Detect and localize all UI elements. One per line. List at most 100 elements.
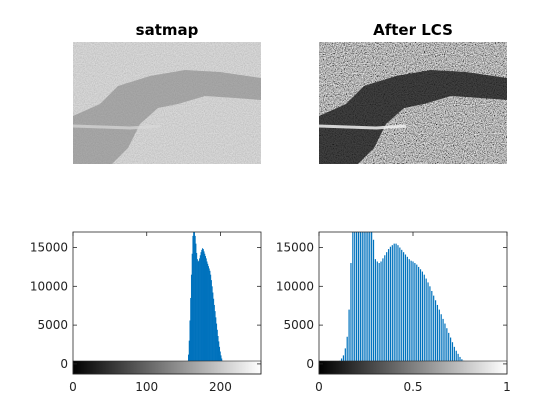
- histogram-after-lcs-x-ticks: 0 0.5 1: [315, 232, 511, 394]
- histogram-bar: [356, 232, 358, 364]
- histogram-after-lcs-axes: 0 5000 10000 15000 0 0.5 1: [276, 231, 511, 394]
- histogram-bar: [195, 243, 197, 364]
- y-tick-label: 5000: [283, 318, 314, 332]
- histogram-bar: [410, 260, 412, 364]
- histogram-bar: [198, 260, 200, 364]
- histogram-bar: [371, 232, 373, 364]
- histogram-bar: [386, 252, 388, 364]
- histogram-bar: [429, 286, 431, 364]
- histogram-bar: [199, 258, 201, 364]
- histogram-bar: [369, 232, 371, 364]
- histogram-bar: [342, 355, 345, 364]
- histogram-original-x-ticks: 0 100 200: [69, 232, 232, 394]
- histogram-bar: [442, 318, 444, 364]
- y-tick-label: 15000: [30, 241, 68, 255]
- histogram-bar: [202, 248, 204, 364]
- satmap-image: [73, 42, 261, 164]
- histogram-bar: [374, 259, 376, 364]
- histogram-bar: [418, 266, 420, 364]
- histogram-bar: [204, 256, 207, 364]
- histogram-bar: [453, 346, 455, 364]
- histogram-bar: [217, 335, 219, 364]
- histogram-bar: [397, 245, 399, 364]
- histogram-bar: [350, 263, 352, 364]
- histogram-bar: [393, 243, 395, 364]
- x-tick-label: 0: [315, 380, 323, 394]
- histogram-bar: [416, 264, 418, 364]
- histogram-bar: [216, 323, 218, 364]
- histogram-bar: [209, 270, 211, 364]
- y-tick-label: 10000: [276, 279, 314, 293]
- histogram-bar: [197, 261, 199, 364]
- histogram-bar: [202, 249, 204, 364]
- histogram-bar: [363, 232, 365, 364]
- histogram-bar: [455, 350, 457, 364]
- histogram-bar: [406, 256, 408, 364]
- y-tick-label: 0: [306, 357, 314, 371]
- histogram-bar: [408, 259, 410, 364]
- histogram-bar: [450, 337, 452, 364]
- panel-title-satmap: satmap: [136, 21, 199, 39]
- histogram-after-lcs-y-ticks: 0 5000 10000 15000: [276, 241, 507, 371]
- x-tick-label: 0.5: [403, 380, 422, 394]
- histogram-bar: [206, 261, 208, 364]
- histogram-bar: [446, 328, 448, 364]
- histogram-bar: [214, 311, 216, 364]
- histogram-bar: [194, 235, 196, 364]
- histogram-after-lcs-bars: [337, 232, 476, 364]
- histogram-bar: [421, 271, 423, 364]
- histogram-bar: [389, 246, 392, 364]
- histogram-bar: [218, 341, 220, 364]
- histogram-bar: [434, 300, 437, 364]
- histogram-bar: [219, 351, 221, 364]
- histogram-bar: [210, 274, 212, 364]
- histogram-bar: [208, 268, 210, 364]
- histogram-bar: [192, 235, 194, 364]
- histogram-bar: [196, 252, 198, 364]
- panel-original-image: satmap: [73, 21, 261, 164]
- histogram-bar: [346, 336, 348, 364]
- histogram-bar: [401, 249, 403, 364]
- histogram-bar: [380, 261, 382, 364]
- histogram-bar: [188, 340, 190, 364]
- histogram-bar: [207, 266, 209, 364]
- histogram-bar: [215, 317, 217, 364]
- histogram-bar: [399, 247, 401, 364]
- histogram-bar: [365, 232, 367, 364]
- histogram-bar: [403, 252, 405, 364]
- histogram-bar: [444, 323, 446, 364]
- x-tick-label: 0: [69, 380, 77, 394]
- histogram-bar: [190, 274, 192, 364]
- histogram-bar: [211, 286, 213, 364]
- histogram-bar: [372, 239, 375, 364]
- histogram-bar: [457, 353, 459, 364]
- histogram-original-colorbar: [72, 360, 262, 375]
- histogram-bar: [419, 269, 422, 364]
- panel-lcs-image: After LCS: [319, 21, 507, 164]
- histogram-original-axes: 0 5000 10000 15000 0 100 200: [30, 231, 262, 394]
- histogram-bar: [201, 249, 203, 364]
- histogram-bar: [213, 298, 215, 364]
- histogram-bar: [404, 254, 407, 364]
- histogram-bar: [188, 354, 190, 364]
- x-tick-label: 100: [135, 380, 158, 394]
- y-tick-label: 10000: [30, 279, 68, 293]
- histogram-bar: [361, 232, 363, 364]
- histogram-bar: [204, 253, 206, 364]
- histogram-bar: [193, 232, 195, 364]
- y-tick-label: 5000: [37, 318, 68, 332]
- histogram-original-y-ticks: 0 5000 10000 15000: [30, 241, 261, 371]
- histogram-bar: [189, 320, 191, 364]
- histogram-bar: [220, 355, 222, 364]
- histogram-bar: [216, 329, 218, 364]
- histogram-bar: [210, 280, 212, 364]
- histogram-bar: [196, 259, 198, 364]
- x-tick-label: 200: [209, 380, 232, 394]
- histogram-original-frame: [72, 231, 262, 375]
- histogram-bar: [203, 251, 205, 364]
- histogram-bar: [425, 278, 427, 364]
- y-tick-label: 15000: [276, 241, 314, 255]
- histogram-original-bars: [186, 232, 226, 364]
- histogram-bar: [438, 309, 440, 364]
